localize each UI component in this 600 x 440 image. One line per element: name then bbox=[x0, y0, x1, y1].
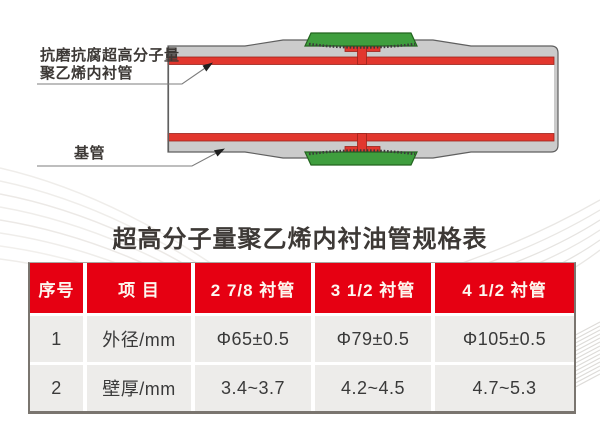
table-cell: 3.4~3.7 bbox=[195, 365, 311, 411]
coupling-bottom bbox=[304, 151, 418, 166]
table-cell: Φ65±0.5 bbox=[195, 316, 311, 362]
header-cell-278: 2 7/8 衬管 bbox=[195, 263, 311, 313]
table-cell: 1 bbox=[30, 316, 83, 362]
leader-arrow-base-pipe bbox=[214, 148, 225, 157]
table-cell: 2 bbox=[30, 365, 83, 411]
liner-label-line2: 聚乙烯内衬管 bbox=[40, 65, 134, 82]
liner-label-line1: 抗磨抗腐超高分子量 bbox=[40, 47, 180, 64]
table-cell: 外径/mm bbox=[87, 316, 191, 362]
base-pipe-label: 基管 bbox=[74, 145, 106, 162]
leader-line-base-pipe bbox=[37, 148, 225, 167]
pipe-bore bbox=[168, 64, 554, 134]
leader-arrow-liner bbox=[202, 62, 213, 72]
spec-table: 序号 项 目 2 7/8 衬管 3 1/2 衬管 4 1/2 衬管 1 外径/m… bbox=[28, 262, 576, 414]
table-cell: 4.2~4.5 bbox=[315, 365, 431, 411]
liner-label: 抗磨抗腐超高分子量 聚乙烯内衬管 bbox=[40, 47, 180, 83]
leader-line-liner bbox=[37, 62, 213, 85]
coupling-top-threads bbox=[308, 42, 416, 49]
table-cell: 4.7~5.3 bbox=[435, 365, 574, 411]
header-cell-412: 4 1/2 衬管 bbox=[435, 263, 574, 313]
coupling-bottom-threads bbox=[308, 149, 416, 156]
header-cell-item: 项 目 bbox=[87, 263, 191, 313]
page-title: 超高分子量聚乙烯内衬油管规格表 bbox=[112, 226, 488, 253]
coupling-top bbox=[304, 32, 418, 47]
table-cell: Φ105±0.5 bbox=[435, 316, 574, 362]
table-cell: Φ79±0.5 bbox=[315, 316, 431, 362]
header-cell-seq: 序号 bbox=[30, 263, 83, 313]
table-cell: 壁厚/mm bbox=[87, 365, 191, 411]
header-cell-312: 3 1/2 衬管 bbox=[315, 263, 431, 313]
